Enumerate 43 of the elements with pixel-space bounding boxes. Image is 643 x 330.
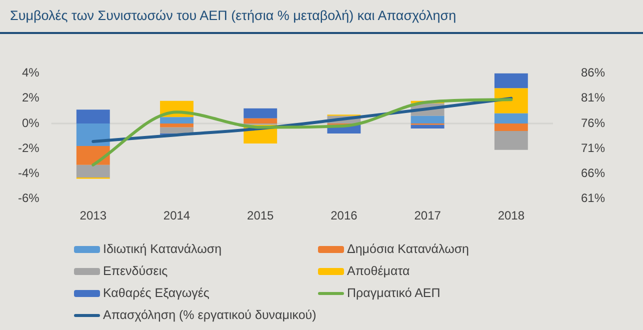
y-tick-label: -4% — [18, 166, 40, 180]
bar — [410, 116, 444, 124]
y-tick-label: 4% — [22, 66, 40, 80]
bar — [160, 117, 194, 124]
bar — [160, 123, 194, 128]
bar — [410, 124, 444, 128]
legend-label: Καθαρές Εξαγωγές — [103, 286, 210, 300]
x-tick-label: 2013 — [80, 208, 107, 222]
y2-tick-label: 81% — [580, 90, 606, 105]
y-tick-label: -2% — [18, 140, 40, 155]
bar — [244, 118, 278, 124]
bar — [494, 123, 528, 131]
line-series — [92, 98, 513, 166]
y2-tick-label: 71% — [580, 140, 606, 155]
legend-label: Δημόσια Κατανάλωση — [347, 242, 470, 256]
y-tick-label: 2% — [22, 90, 40, 105]
bar — [494, 73, 528, 88]
bar — [76, 164, 110, 178]
bar — [244, 108, 278, 118]
y-tick-label: 0% — [22, 116, 40, 130]
x-tick-label: 2014 — [163, 208, 190, 222]
y2-tick-label: 76% — [580, 116, 606, 130]
legend-label: Επενδύσεις — [103, 264, 168, 278]
legend-label: Αποθέματα — [347, 264, 410, 278]
x-tick-label: 2018 — [498, 208, 525, 222]
y2-tick-label: 86% — [580, 66, 606, 80]
legend-label: Πραγματικό ΑΕΠ — [347, 286, 440, 300]
legend-label: Ιδιωτική Κατανάλωση — [103, 242, 222, 256]
x-tick-label: 2015 — [247, 208, 274, 222]
bar — [494, 113, 528, 124]
x-tick-label: 2017 — [414, 208, 442, 222]
bar — [160, 127, 194, 134]
bar — [76, 123, 110, 146]
x-tick-label: 2016 — [330, 208, 358, 222]
legend-label: Απασχόληση (% εργατικού δυναμικού) — [103, 308, 316, 322]
y-tick-label: -6% — [18, 191, 40, 206]
y2-tick-label: 66% — [580, 166, 606, 180]
bar — [76, 146, 110, 165]
bar — [494, 88, 528, 114]
bar — [76, 110, 110, 124]
y2-tick-label: 61% — [580, 191, 606, 206]
bar — [494, 130, 528, 150]
chart-title: Συμβολές των Συνιστωσών του ΑΕΠ (ετήσια % μεταβολή) και Απασχόληση — [10, 8, 456, 23]
